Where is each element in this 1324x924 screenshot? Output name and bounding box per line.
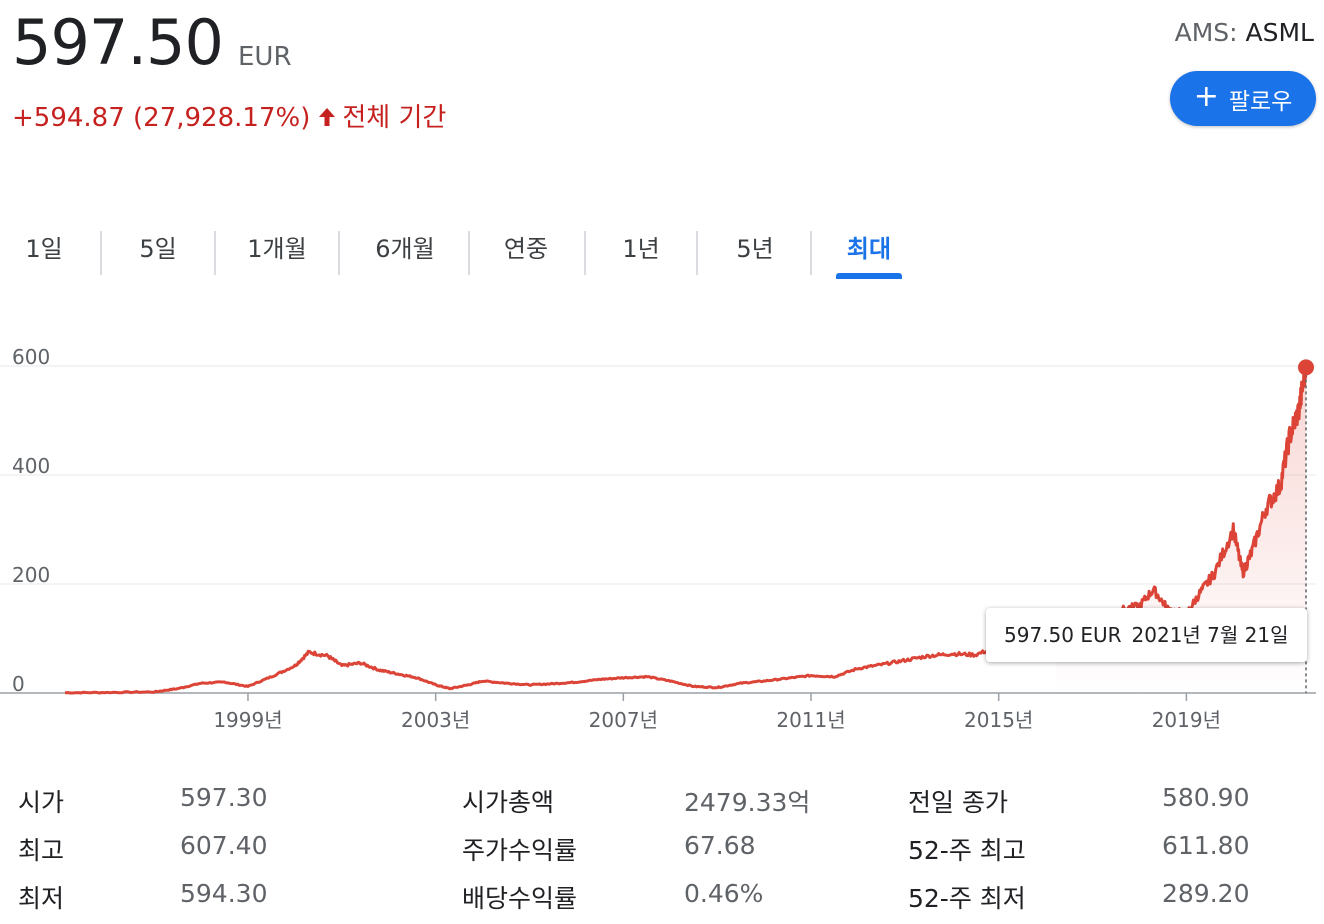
range-tabs: 1일 5일 1개월 6개월 연중 1년 5년 최대 [0,225,920,285]
tab-1y[interactable]: 1년 [622,235,660,263]
change-period: 전체 기간 [342,103,447,133]
arrow-up-icon [319,108,336,126]
plus-icon: + [1193,79,1219,114]
ticker-label: AMS: ASML [1175,18,1314,47]
ticker-symbol: ASML [1245,18,1314,47]
tooltip-value: 597.50 EUR [1004,623,1122,647]
stat-52wk-high-value: 611.80 [1162,831,1250,860]
currency-label: EUR [238,42,292,72]
tab-1d[interactable]: 1일 [25,235,63,263]
tab-divider [338,231,340,275]
tab-divider [214,231,216,275]
tab-divider [584,231,586,275]
stat-open-label: 시가 [18,788,65,817]
x-tick-label: 1999년 [213,708,282,732]
stat-pe-value: 67.68 [684,831,756,860]
stat-52wk-low-label: 52-주 최저 [908,884,1026,913]
price-change: +594.87 (27,928.17%) 전체 기간 [12,97,446,134]
stat-prevclose-label: 전일 종가 [908,788,1008,817]
tab-divider [100,231,102,275]
follow-label: 팔로우 [1228,88,1293,115]
tab-ytd[interactable]: 연중 [503,235,549,263]
tab-max[interactable]: 최대 [836,225,902,279]
tooltip-date: 2021년 7월 21일 [1131,623,1289,647]
y-tick-label: 400 [12,454,50,478]
stat-52wk-low-value: 289.20 [1162,879,1250,908]
tab-5d[interactable]: 5일 [139,235,177,263]
stat-pe-label: 주가수익률 [462,836,578,865]
stat-prevclose-value: 580.90 [1162,783,1250,812]
y-tick-label: 200 [12,563,50,587]
current-price: 597.50 [12,6,224,79]
exchange-name: AMS: [1174,18,1238,47]
x-tick-label: 2019년 [1152,708,1221,732]
stat-low-label: 최저 [18,884,65,913]
tab-5y[interactable]: 5년 [736,235,774,263]
y-tick-label: 600 [12,345,50,369]
stat-mktcap-label: 시가총액 [462,788,555,817]
price-chart[interactable]: 0 200 400 600 1999년 2003년 2007년 2011년 2015년 2019… [0,340,1324,740]
stat-divyield-label: 배당수익률 [462,884,578,913]
x-tick-label: 2003년 [401,708,470,732]
stat-low-value: 594.30 [180,879,268,908]
tab-1m[interactable]: 1개월 [247,235,307,263]
change-value: +594.87 (27,928.17%) [12,103,311,133]
last-point [1298,359,1314,376]
tab-6m[interactable]: 6개월 [375,235,435,263]
y-tick-label: 0 [12,672,25,696]
tab-divider [696,231,698,275]
stat-divyield-value: 0.46% [684,879,764,908]
stat-high-value: 607.40 [180,831,268,860]
tab-divider [468,231,470,275]
x-tick-label: 2011년 [776,708,845,732]
follow-button[interactable]: + 팔로우 [1170,71,1316,126]
stat-52wk-high-label: 52-주 최고 [908,836,1026,865]
chart-tooltip: 597.50 EUR 2021년 7월 21일 [986,608,1307,662]
x-tick-label: 2007년 [589,708,658,732]
stat-mktcap-value: 2479.33억 [684,788,811,817]
x-tick-label: 2015년 [964,708,1033,732]
stat-open-value: 597.30 [180,783,268,812]
stat-high-label: 최고 [18,836,65,865]
tab-divider [810,231,812,275]
